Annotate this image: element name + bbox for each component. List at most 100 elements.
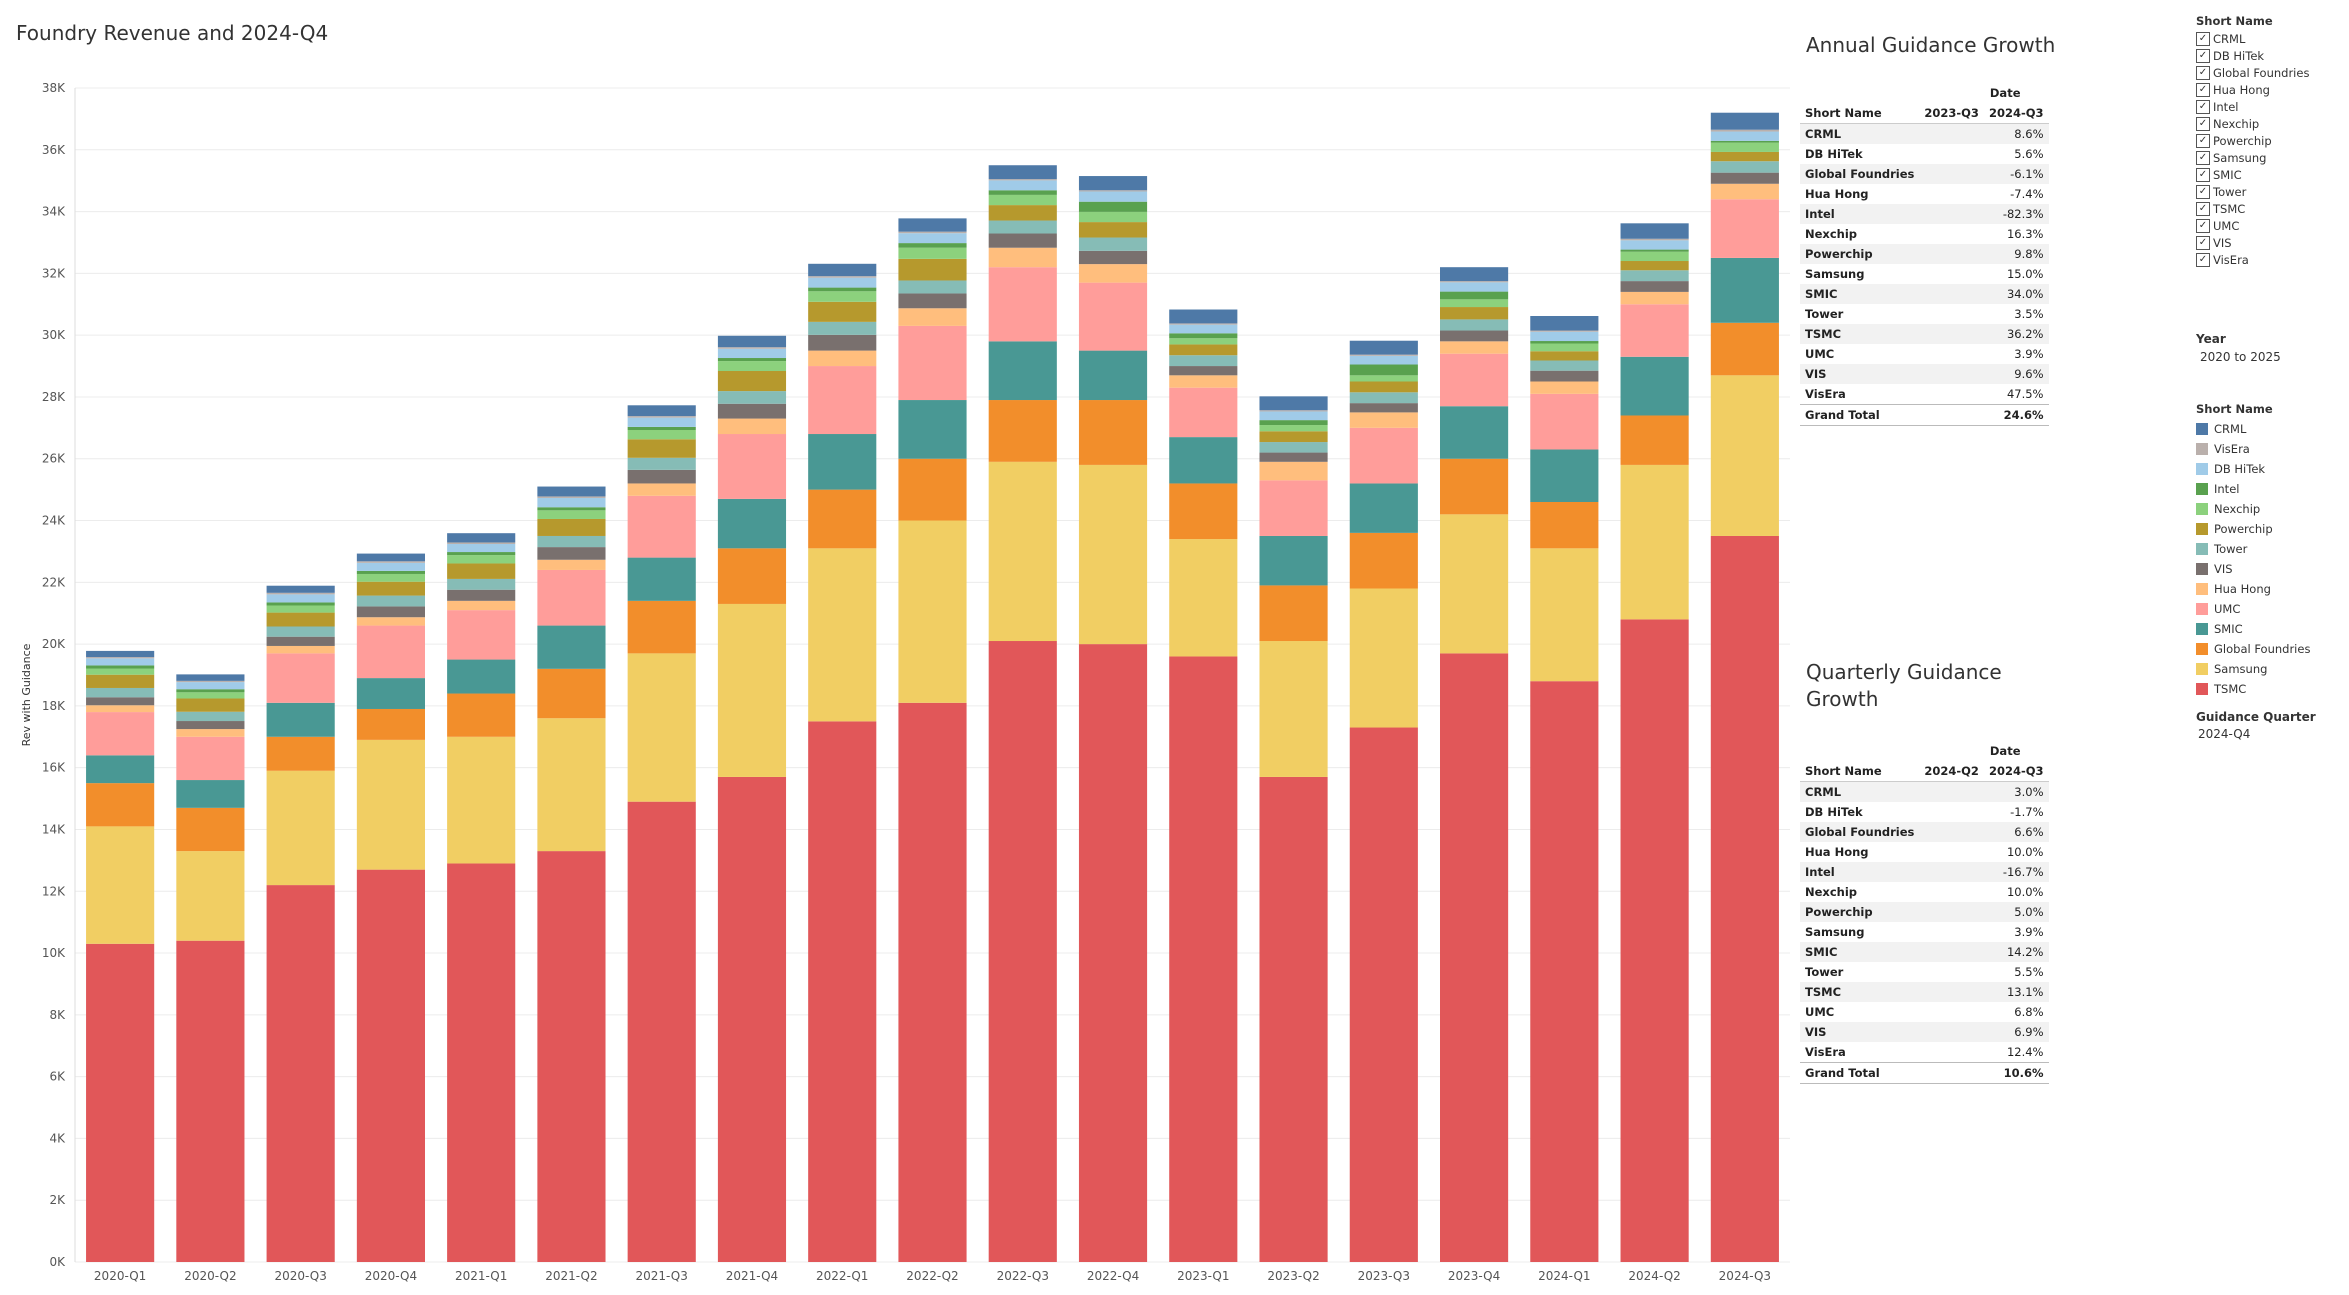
bar-segment-samsung[interactable] — [988, 461, 1057, 642]
bar-segment-intel[interactable] — [717, 358, 787, 362]
bar-segment-tsmc[interactable] — [1710, 535, 1779, 1262]
bar-segment-vis[interactable] — [356, 606, 425, 618]
bar-segment-visera[interactable] — [1078, 190, 1148, 192]
checkbox-checked-icon[interactable]: ✓ — [2196, 150, 2210, 165]
bar-segment-tsmc[interactable] — [808, 721, 877, 1262]
bar-segment-smic[interactable] — [1349, 483, 1418, 533]
legend-item[interactable]: Nexchip — [2196, 499, 2310, 519]
bar-segment-visera[interactable] — [627, 416, 696, 418]
bar-segment-umc[interactable] — [1259, 480, 1328, 536]
bar-segment-hua-hong[interactable] — [356, 617, 425, 626]
bar-segment-umc[interactable] — [1620, 304, 1689, 357]
bar-segment-vis[interactable] — [717, 403, 787, 419]
bar-segment-vis[interactable] — [266, 636, 335, 646]
bar-segment-hua-hong[interactable] — [86, 705, 155, 713]
bar-segment-hua-hong[interactable] — [1620, 291, 1689, 305]
bar-segment-tower[interactable] — [1078, 237, 1148, 251]
bar-segment-umc[interactable] — [176, 736, 245, 781]
bar-segment-hua-hong[interactable] — [266, 645, 335, 654]
bar-segment-db-hitek[interactable] — [1620, 240, 1689, 250]
bar-segment-global-foundries[interactable] — [1078, 400, 1148, 465]
bar-segment-db-hitek[interactable] — [1710, 131, 1779, 141]
bar-segment-global-foundries[interactable] — [266, 736, 335, 771]
bar-segment-db-hitek[interactable] — [988, 180, 1057, 191]
bar-segment-global-foundries[interactable] — [1530, 501, 1599, 549]
bar-segment-nexchip[interactable] — [1259, 425, 1328, 432]
bar-segment-intel[interactable] — [1710, 140, 1779, 143]
bar-segment-db-hitek[interactable] — [266, 594, 335, 603]
filter-item[interactable]: ✓ DB HiTek — [2196, 47, 2346, 64]
bar-segment-tower[interactable] — [988, 220, 1057, 234]
bar-segment-vis[interactable] — [537, 547, 606, 560]
bar-segment-vis[interactable] — [1620, 281, 1689, 292]
bar-segment-umc[interactable] — [1440, 353, 1509, 407]
bar-segment-samsung[interactable] — [1440, 514, 1509, 654]
bar-segment-samsung[interactable] — [1169, 539, 1238, 657]
bar-segment-intel[interactable] — [627, 426, 696, 431]
bar-segment-smic[interactable] — [717, 498, 787, 549]
bar-segment-umc[interactable] — [1078, 282, 1148, 351]
bar-segment-powerchip[interactable] — [86, 674, 155, 688]
bar-segment-powerchip[interactable] — [898, 258, 967, 281]
bar-segment-intel[interactable] — [898, 243, 967, 248]
bar-segment-tower[interactable] — [627, 457, 696, 470]
checkbox-checked-icon[interactable]: ✓ — [2196, 116, 2210, 131]
bar-segment-crml[interactable] — [898, 218, 967, 232]
bar-segment-visera[interactable] — [1259, 410, 1328, 412]
checkbox-checked-icon[interactable]: ✓ — [2196, 99, 2210, 114]
bar-segment-smic[interactable] — [1259, 535, 1328, 586]
bar-segment-hua-hong[interactable] — [1530, 381, 1599, 394]
bar-segment-tower[interactable] — [717, 391, 787, 404]
bar-segment-samsung[interactable] — [717, 603, 787, 777]
bar-segment-vis[interactable] — [898, 293, 967, 309]
bar-segment-powerchip[interactable] — [1620, 261, 1689, 271]
bar-segment-smic[interactable] — [627, 557, 696, 601]
bar-segment-tower[interactable] — [1440, 319, 1509, 331]
bar-segment-smic[interactable] — [537, 625, 606, 669]
bar-segment-umc[interactable] — [447, 610, 516, 660]
bar-segment-global-foundries[interactable] — [176, 807, 245, 852]
bar-segment-visera[interactable] — [988, 179, 1057, 181]
bar-segment-db-hitek[interactable] — [808, 277, 877, 288]
bar-segment-tsmc[interactable] — [1349, 727, 1418, 1262]
bar-segment-tower[interactable] — [86, 687, 155, 698]
bar-segment-umc[interactable] — [988, 267, 1057, 342]
bar-segment-umc[interactable] — [1349, 427, 1418, 484]
bar-segment-smic[interactable] — [1169, 437, 1238, 484]
bar-segment-smic[interactable] — [808, 434, 877, 490]
bar-segment-global-foundries[interactable] — [1440, 458, 1509, 515]
bar-segment-hua-hong[interactable] — [1169, 375, 1238, 388]
bar-segment-db-hitek[interactable] — [1259, 411, 1328, 421]
bar-segment-intel[interactable] — [1169, 333, 1238, 339]
bar-segment-global-foundries[interactable] — [86, 783, 155, 827]
bar-segment-smic[interactable] — [1620, 356, 1689, 416]
bar-segment-crml[interactable] — [1078, 176, 1148, 191]
bar-segment-global-foundries[interactable] — [356, 708, 425, 740]
bar-segment-umc[interactable] — [717, 434, 787, 499]
bar-segment-samsung[interactable] — [1078, 464, 1148, 645]
bar-segment-umc[interactable] — [1169, 387, 1238, 438]
bar-segment-umc[interactable] — [898, 325, 967, 401]
bar-segment-tower[interactable] — [1620, 270, 1689, 282]
bar-segment-hua-hong[interactable] — [898, 308, 967, 326]
bar-segment-samsung[interactable] — [1259, 641, 1328, 777]
bar-segment-tower[interactable] — [1530, 360, 1599, 371]
bar-segment-tower[interactable] — [266, 626, 335, 637]
bar-segment-nexchip[interactable] — [86, 668, 155, 675]
bar-segment-samsung[interactable] — [1620, 464, 1689, 620]
bar-segment-hua-hong[interactable] — [176, 729, 245, 737]
bar-segment-hua-hong[interactable] — [627, 483, 696, 496]
legend-item[interactable]: DB HiTek — [2196, 459, 2310, 479]
legend-item[interactable]: Hua Hong — [2196, 579, 2310, 599]
bar-segment-nexchip[interactable] — [266, 605, 335, 613]
bar-segment-hua-hong[interactable] — [1349, 412, 1418, 428]
bar-segment-tsmc[interactable] — [1530, 681, 1599, 1262]
bar-segment-intel[interactable] — [1078, 201, 1148, 212]
bar-segment-tower[interactable] — [898, 280, 967, 294]
bar-segment-db-hitek[interactable] — [717, 348, 787, 359]
bar-segment-global-foundries[interactable] — [1259, 585, 1328, 642]
bar-segment-powerchip[interactable] — [1440, 307, 1509, 320]
bar-segment-samsung[interactable] — [1710, 375, 1779, 536]
bar-segment-crml[interactable] — [1530, 316, 1599, 331]
bar-segment-smic[interactable] — [898, 400, 967, 459]
